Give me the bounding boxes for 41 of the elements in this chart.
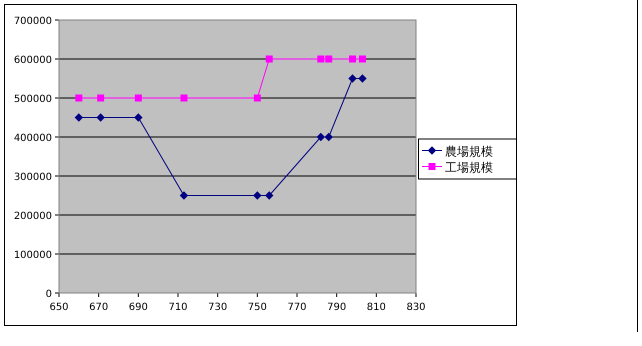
point — [254, 94, 261, 102]
point — [97, 94, 104, 102]
point — [358, 56, 366, 62]
point — [180, 94, 188, 102]
y-tick-label: 200000 — [14, 211, 52, 222]
x-tick-label: 810 — [366, 302, 386, 313]
y-tick-label: 700000 — [14, 16, 52, 27]
point — [349, 56, 356, 62]
y-tick-label: 0 — [46, 289, 52, 300]
legend-label: 工場規模 — [445, 160, 493, 174]
point — [75, 94, 82, 102]
point — [316, 133, 325, 141]
x-tick-label: 790 — [327, 302, 346, 313]
point — [358, 74, 366, 82]
legend-label: 農場規模 — [445, 144, 493, 158]
y-tick-label: 500000 — [14, 94, 52, 105]
point — [180, 192, 188, 200]
y-tick-label: 100000 — [14, 250, 52, 261]
point — [253, 192, 262, 200]
x-tick-label: 830 — [406, 302, 426, 313]
plot: 0 100000 200000 300000 400000 500000 600000 700000 650 670 690 710 730 750 770 790 810 830 — [14, 16, 426, 313]
point — [134, 94, 142, 102]
point — [265, 192, 274, 200]
x-tick-label: 750 — [248, 302, 267, 313]
x-tick-label: 770 — [287, 302, 307, 313]
y-tick-label: 400000 — [14, 133, 52, 144]
point — [317, 56, 324, 62]
point — [96, 114, 105, 122]
x-tick-label: 670 — [89, 302, 108, 313]
x-tick-label: 730 — [208, 302, 228, 313]
point — [348, 74, 357, 82]
y-tick-label: 300000 — [14, 172, 52, 183]
x-tick-label: 650 — [49, 302, 69, 313]
point — [324, 133, 333, 141]
x-tick-label: 690 — [128, 302, 148, 313]
point — [134, 114, 142, 122]
point — [74, 114, 83, 122]
y-tick-label: 600000 — [14, 55, 52, 66]
point — [266, 56, 273, 62]
x-tick-label: 710 — [168, 302, 188, 313]
point — [325, 56, 332, 62]
